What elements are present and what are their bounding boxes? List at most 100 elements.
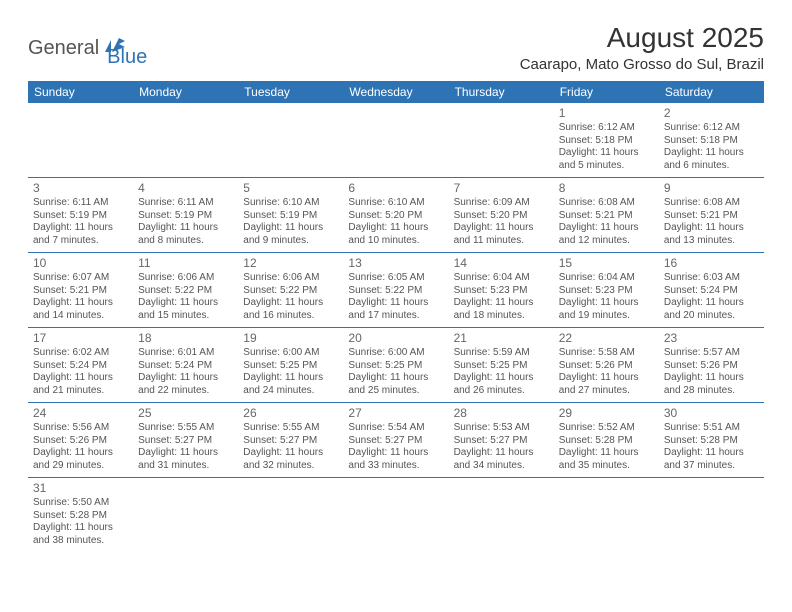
daylight-line: Daylight: 11 hours [138, 372, 233, 385]
daylight-line2: and 26 minutes. [454, 385, 549, 398]
sunset-line: Sunset: 5:21 PM [33, 285, 128, 298]
sunrise-line: Sunrise: 6:04 AM [559, 272, 654, 285]
sunrise-line: Sunrise: 5:55 AM [243, 422, 338, 435]
sunset-line: Sunset: 5:22 PM [243, 285, 338, 298]
sunrise-line: Sunrise: 6:08 AM [559, 197, 654, 210]
sunset-line: Sunset: 5:27 PM [243, 435, 338, 448]
daylight-line2: and 18 minutes. [454, 310, 549, 323]
daylight-line: Daylight: 11 hours [664, 447, 759, 460]
calendar-cell: 24Sunrise: 5:56 AMSunset: 5:26 PMDayligh… [28, 403, 133, 477]
day-number: 19 [243, 331, 338, 346]
day-number: 7 [454, 181, 549, 196]
calendar-cell: 22Sunrise: 5:58 AMSunset: 5:26 PMDayligh… [554, 328, 659, 402]
day-number: 18 [138, 331, 233, 346]
daylight-line2: and 27 minutes. [559, 385, 654, 398]
daylight-line2: and 24 minutes. [243, 385, 338, 398]
sunset-line: Sunset: 5:21 PM [559, 210, 654, 223]
daylight-line2: and 9 minutes. [243, 235, 338, 248]
sunrise-line: Sunrise: 6:06 AM [243, 272, 338, 285]
calendar-cell: 7Sunrise: 6:09 AMSunset: 5:20 PMDaylight… [449, 178, 554, 252]
daylight-line: Daylight: 11 hours [138, 222, 233, 235]
sunrise-line: Sunrise: 6:12 AM [559, 122, 654, 135]
calendar-cell: 31Sunrise: 5:50 AMSunset: 5:28 PMDayligh… [28, 478, 133, 552]
daylight-line2: and 19 minutes. [559, 310, 654, 323]
sunrise-line: Sunrise: 6:10 AM [243, 197, 338, 210]
daylight-line2: and 20 minutes. [664, 310, 759, 323]
calendar-cell: 16Sunrise: 6:03 AMSunset: 5:24 PMDayligh… [659, 253, 764, 327]
daylight-line: Daylight: 11 hours [664, 372, 759, 385]
day-number: 22 [559, 331, 654, 346]
daylight-line: Daylight: 11 hours [33, 297, 128, 310]
sunrise-line: Sunrise: 6:11 AM [33, 197, 128, 210]
calendar-cell: 10Sunrise: 6:07 AMSunset: 5:21 PMDayligh… [28, 253, 133, 327]
calendar-cell [343, 103, 448, 177]
calendar-cell: 25Sunrise: 5:55 AMSunset: 5:27 PMDayligh… [133, 403, 238, 477]
calendar-cell: 11Sunrise: 6:06 AMSunset: 5:22 PMDayligh… [133, 253, 238, 327]
month-title: August 2025 [520, 22, 764, 54]
daylight-line: Daylight: 11 hours [454, 222, 549, 235]
calendar-cell: 21Sunrise: 5:59 AMSunset: 5:25 PMDayligh… [449, 328, 554, 402]
day-number: 1 [559, 106, 654, 121]
day-number: 8 [559, 181, 654, 196]
sunset-line: Sunset: 5:28 PM [33, 510, 128, 523]
daylight-line: Daylight: 11 hours [33, 447, 128, 460]
daylight-line2: and 35 minutes. [559, 460, 654, 473]
daylight-line2: and 29 minutes. [33, 460, 128, 473]
daylight-line2: and 8 minutes. [138, 235, 233, 248]
daylight-line: Daylight: 11 hours [243, 297, 338, 310]
sunrise-line: Sunrise: 6:09 AM [454, 197, 549, 210]
day-number: 3 [33, 181, 128, 196]
sunrise-line: Sunrise: 6:04 AM [454, 272, 549, 285]
daylight-line2: and 17 minutes. [348, 310, 443, 323]
daylight-line2: and 15 minutes. [138, 310, 233, 323]
daylight-line: Daylight: 11 hours [33, 372, 128, 385]
sunrise-line: Sunrise: 5:51 AM [664, 422, 759, 435]
day-number: 28 [454, 406, 549, 421]
daylight-line2: and 33 minutes. [348, 460, 443, 473]
day-number: 25 [138, 406, 233, 421]
daylight-line: Daylight: 11 hours [664, 297, 759, 310]
calendar-body: 1Sunrise: 6:12 AMSunset: 5:18 PMDaylight… [28, 103, 764, 552]
day-number: 10 [33, 256, 128, 271]
sunset-line: Sunset: 5:24 PM [33, 360, 128, 373]
calendar-cell [554, 478, 659, 552]
sunrise-line: Sunrise: 6:05 AM [348, 272, 443, 285]
sunset-line: Sunset: 5:26 PM [559, 360, 654, 373]
sunrise-line: Sunrise: 5:54 AM [348, 422, 443, 435]
daylight-line: Daylight: 11 hours [138, 447, 233, 460]
sunset-line: Sunset: 5:23 PM [559, 285, 654, 298]
day-number: 5 [243, 181, 338, 196]
sunset-line: Sunset: 5:18 PM [559, 135, 654, 148]
calendar-row: 31Sunrise: 5:50 AMSunset: 5:28 PMDayligh… [28, 478, 764, 552]
sunrise-line: Sunrise: 5:59 AM [454, 347, 549, 360]
sunset-line: Sunset: 5:27 PM [348, 435, 443, 448]
sunrise-line: Sunrise: 6:07 AM [33, 272, 128, 285]
sunset-line: Sunset: 5:26 PM [33, 435, 128, 448]
sunset-line: Sunset: 5:20 PM [348, 210, 443, 223]
sunrise-line: Sunrise: 6:10 AM [348, 197, 443, 210]
sunrise-line: Sunrise: 6:01 AM [138, 347, 233, 360]
calendar-cell: 13Sunrise: 6:05 AMSunset: 5:22 PMDayligh… [343, 253, 448, 327]
calendar-row: 3Sunrise: 6:11 AMSunset: 5:19 PMDaylight… [28, 178, 764, 253]
daylight-line: Daylight: 11 hours [243, 447, 338, 460]
sunrise-line: Sunrise: 5:53 AM [454, 422, 549, 435]
daylight-line: Daylight: 11 hours [454, 372, 549, 385]
day-number: 31 [33, 481, 128, 496]
calendar-cell [238, 478, 343, 552]
sunrise-line: Sunrise: 5:57 AM [664, 347, 759, 360]
calendar-cell: 30Sunrise: 5:51 AMSunset: 5:28 PMDayligh… [659, 403, 764, 477]
calendar-cell: 18Sunrise: 6:01 AMSunset: 5:24 PMDayligh… [133, 328, 238, 402]
header: General Blue August 2025 Caarapo, Mato G… [28, 22, 764, 73]
calendar-cell [238, 103, 343, 177]
daylight-line2: and 31 minutes. [138, 460, 233, 473]
daylight-line: Daylight: 11 hours [33, 222, 128, 235]
sunrise-line: Sunrise: 6:12 AM [664, 122, 759, 135]
calendar-cell: 27Sunrise: 5:54 AMSunset: 5:27 PMDayligh… [343, 403, 448, 477]
calendar-cell: 6Sunrise: 6:10 AMSunset: 5:20 PMDaylight… [343, 178, 448, 252]
day-number: 29 [559, 406, 654, 421]
calendar-row: 17Sunrise: 6:02 AMSunset: 5:24 PMDayligh… [28, 328, 764, 403]
location: Caarapo, Mato Grosso do Sul, Brazil [520, 56, 764, 73]
sunset-line: Sunset: 5:20 PM [454, 210, 549, 223]
calendar-row: 10Sunrise: 6:07 AMSunset: 5:21 PMDayligh… [28, 253, 764, 328]
calendar-cell [449, 478, 554, 552]
